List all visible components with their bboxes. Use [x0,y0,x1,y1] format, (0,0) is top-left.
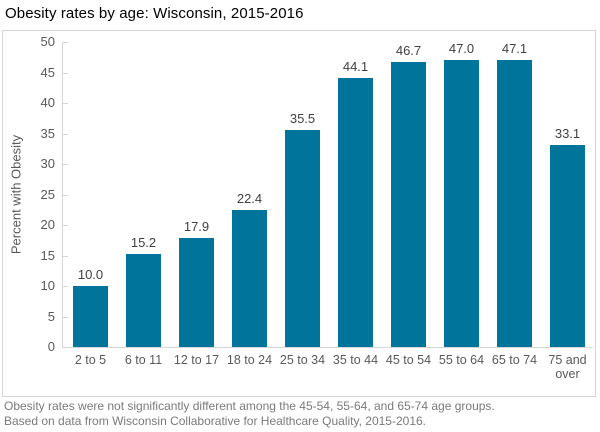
y-tick-mark [62,133,68,135]
chart-title: Obesity rates by age: Wisconsin, 2015-20… [5,5,304,22]
y-tick-mark [62,255,68,257]
x-category-label: 55 to 64 [438,353,485,367]
bar [338,78,373,347]
bar [73,286,108,347]
bar [497,60,532,347]
y-tick-mark [62,103,68,104]
bar-value-label: 47.1 [501,41,528,56]
bar-value-label: 35.5 [289,111,316,126]
bar [550,145,585,347]
y-tick-mark [62,316,68,318]
y-tick-label: 50 [40,34,55,49]
y-tick-label: 45 [40,64,55,80]
x-category-label: 12 to 17 [173,353,220,367]
bar [391,62,426,347]
bar-value-label: 17.9 [183,219,210,234]
footnote-line-2: Based on data from Wisconsin Collaborati… [4,414,426,428]
x-category-label: 45 to 54 [385,353,432,367]
x-category-label: 25 to 34 [279,353,326,367]
x-axis-line [62,347,593,348]
y-tick-label: 0 [47,339,55,354]
bar-value-label: 44.1 [342,59,369,74]
bar [179,238,214,347]
bar [285,130,320,347]
chart-area: Percent with Obesity 0 5 10 15 20 25 30 35 40 45 5… [2,30,596,397]
y-tick-label: 35 [40,125,55,141]
x-category-label: 6 to 11 [124,353,163,367]
x-category-label: 2 to 5 [74,353,107,367]
bar-value-label: 33.1 [554,126,581,141]
x-category-label: 35 to 44 [332,353,379,367]
y-tick-mark [62,225,68,226]
y-tick-label: 40 [40,95,55,110]
bar-value-label: 10.0 [77,267,104,282]
y-tick-mark [62,72,68,74]
x-category-label: 75 and over [548,353,587,381]
bar [232,210,267,347]
x-category-label: 18 to 24 [226,353,273,367]
y-tick-label: 25 [40,186,55,202]
plot-area: 0 5 10 15 20 25 30 35 40 45 50 10.0 2 to 5 15.2 6 to 1… [3,31,595,396]
y-tick-label: 10 [40,278,55,293]
bar-value-label: 46.7 [395,43,422,58]
y-tick-mark [62,286,68,287]
y-tick-label: 20 [40,217,55,232]
bar [444,60,479,347]
footnote-line-1: Obesity rates were not significantly dif… [4,399,495,413]
footnote: Obesity rates were not significantly dif… [4,399,495,429]
bar [126,254,161,347]
y-tick-mark [62,194,68,196]
bar-value-label: 22.4 [236,191,263,206]
x-category-label: 65 to 74 [491,353,538,367]
y-tick-mark [62,42,68,43]
y-tick-label: 15 [40,247,55,263]
bar-value-label: 15.2 [130,235,157,250]
y-tick-label: 5 [47,308,55,324]
bar-value-label: 47.0 [448,41,475,56]
y-tick-mark [62,164,68,165]
y-tick-label: 30 [40,156,55,171]
